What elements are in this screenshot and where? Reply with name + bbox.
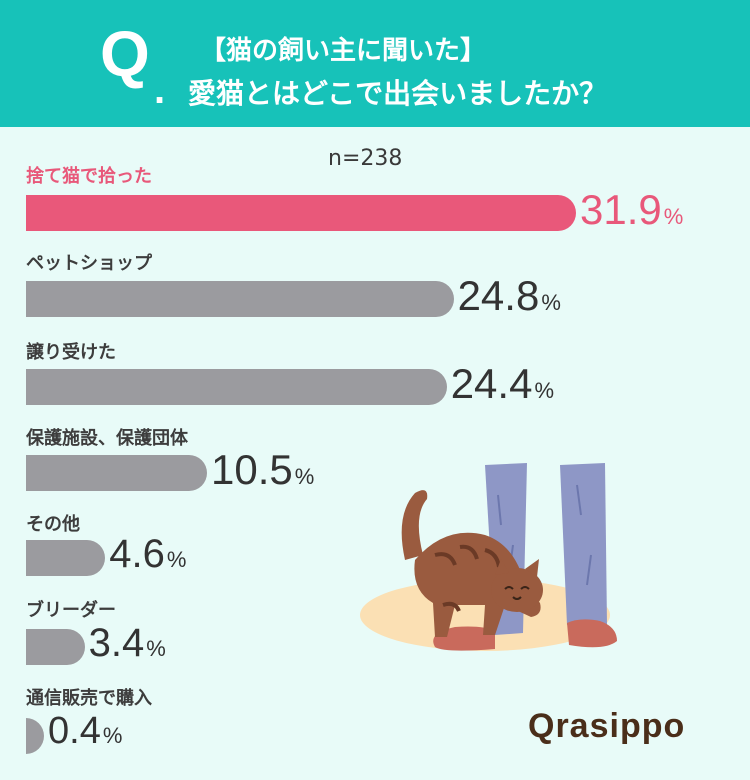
value-label: 24.8% [458, 275, 561, 317]
bar [26, 629, 85, 665]
question-title: 愛猫とはどこで出会いましたか？ [188, 77, 608, 110]
value-number: 24.4 [450, 360, 533, 407]
bar [26, 195, 576, 231]
value-number: 4.6 [109, 532, 165, 576]
value-label: 10.5% [211, 449, 314, 491]
category-label: 保護施設、保護団体 [26, 428, 188, 449]
value-label: 0.4% [48, 712, 122, 750]
bar [26, 718, 44, 754]
value-label: 3.4% [89, 623, 166, 663]
value-number: 10.5 [211, 446, 293, 493]
category-label: その他 [26, 514, 80, 535]
value-number: 24.8 [457, 272, 540, 319]
header-banner: Q . 【猫の飼い主に聞いた】 愛猫とはどこで出会いましたか？ [0, 0, 750, 127]
value-number: 31.9 [580, 186, 662, 233]
cat-and-owner-illustration [360, 463, 617, 651]
category-label: 捨て猫で拾った [26, 166, 152, 187]
bar [26, 281, 454, 317]
value-unit: % [102, 723, 123, 748]
bar [26, 369, 447, 405]
category-label: 通信販売で購入 [26, 688, 152, 709]
sample-size-label: n=238 [328, 146, 403, 171]
value-unit: % [541, 290, 561, 315]
category-label: ペットショップ [26, 253, 152, 274]
bar [26, 455, 208, 491]
value-label: 4.6% [109, 534, 186, 574]
question-dot: . [154, 68, 166, 112]
value-label: 24.4% [451, 363, 554, 405]
value-number: 0.4 [48, 710, 101, 752]
value-unit: % [166, 547, 187, 572]
question-mark-letter: Q [100, 18, 150, 90]
bar [26, 540, 106, 576]
value-unit: % [534, 378, 554, 403]
value-label: 31.9% [580, 189, 683, 231]
value-number: 3.4 [88, 621, 145, 665]
value-unit: % [294, 464, 315, 489]
question-subtitle: 【猫の飼い主に聞いた】 [200, 36, 487, 66]
value-unit: % [146, 636, 166, 661]
category-label: 譲り受けた [26, 342, 116, 363]
category-label: ブリーダー [26, 600, 116, 621]
qrasippo-logo: Qrasippo [528, 707, 686, 745]
value-unit: % [663, 204, 684, 229]
